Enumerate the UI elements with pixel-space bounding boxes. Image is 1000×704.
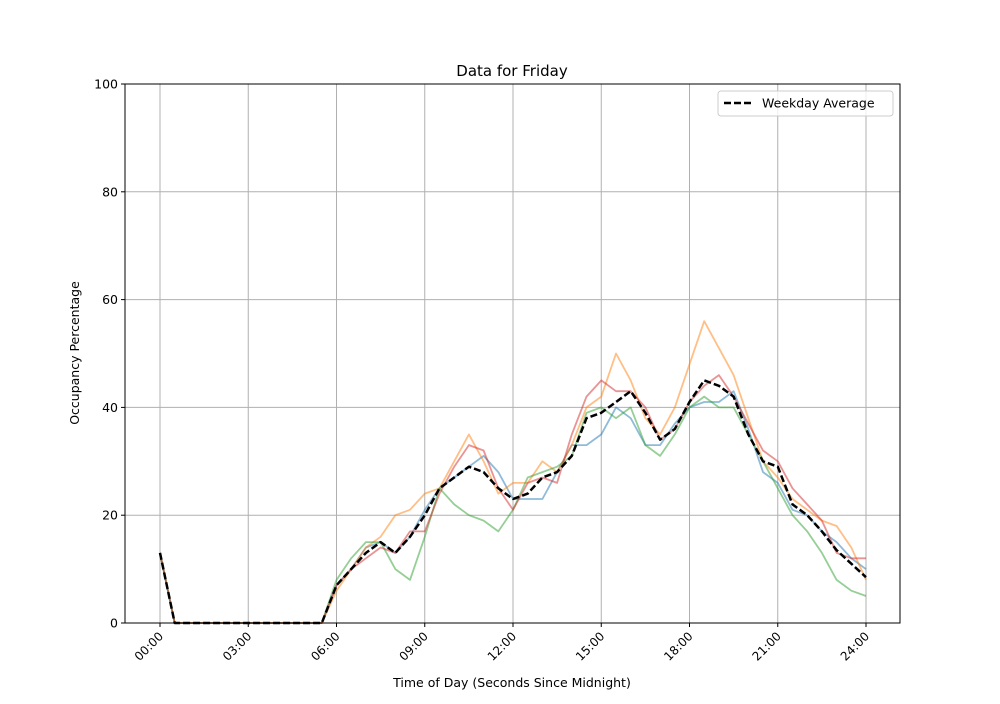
y-tick-label: 80 [102, 184, 118, 199]
y-tick-label: 40 [102, 400, 118, 415]
y-tick-label: 60 [102, 292, 118, 307]
x-tick-label: 00:00 [132, 629, 166, 663]
x-axis-ticks: 00:00 03:00 06:00 09:00 12:00 15:00 18:00 21:00… [132, 623, 872, 664]
grid-lines [125, 83, 900, 624]
legend: Weekday Average [717, 90, 894, 117]
x-tick-label: 06:00 [308, 629, 342, 663]
x-tick-label: 12:00 [485, 629, 519, 663]
plot-frame [124, 83, 901, 624]
x-tick-label: 03:00 [220, 629, 254, 663]
x-tick-label: 21:00 [750, 629, 784, 663]
y-tick-label: 0 [110, 616, 118, 631]
legend-box [717, 90, 894, 117]
x-axis-label: Time of Day (Seconds Since Midnight) [392, 675, 631, 690]
x-tick-label: 09:00 [397, 629, 431, 663]
x-tick-label: 18:00 [661, 629, 695, 663]
y-tick-label: 100 [94, 77, 118, 92]
x-tick-label: 15:00 [573, 629, 607, 663]
y-tick-label: 20 [102, 508, 118, 523]
legend-label-weekday-average: Weekday Average [762, 96, 875, 111]
y-axis-ticks: 0 20 40 60 80 100 [94, 77, 125, 631]
x-tick-label: 24:00 [838, 629, 872, 663]
chart-title: Data for Friday [456, 62, 568, 80]
y-axis-label: Occupancy Percentage [67, 281, 82, 425]
